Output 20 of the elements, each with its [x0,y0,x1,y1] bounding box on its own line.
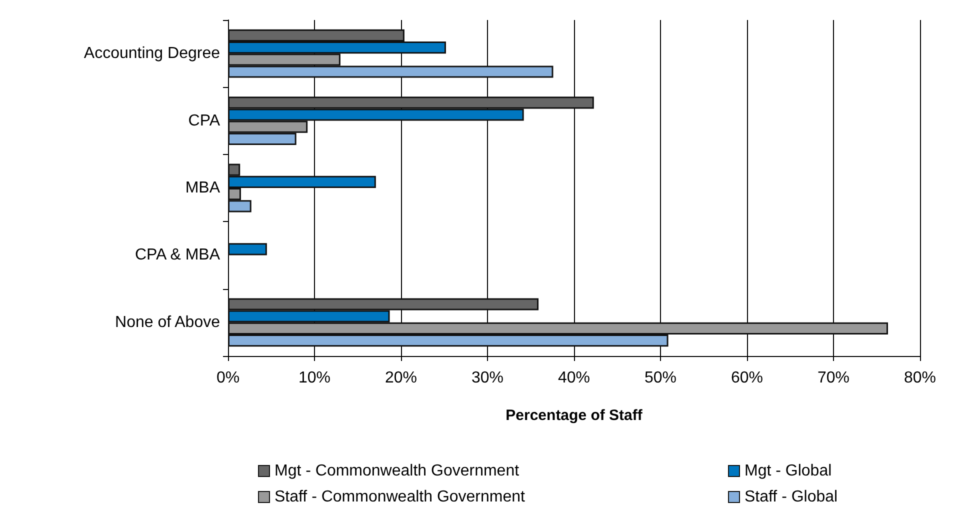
x-tick-label: 10% [298,370,331,386]
legend-label: Mgt - Global [744,462,832,480]
x-tick-label: 50% [644,370,677,386]
y-tick-label: CPA [188,112,220,130]
y-tick-label: CPA & MBA [134,246,220,264]
x-tick-label: 30% [471,370,504,386]
legend-label: Staff - Commonwealth Government [274,488,526,506]
x-tick-label: 80% [904,370,936,386]
y-tick-label: Accounting Degree [84,45,220,62]
legend-label: Mgt - Commonwealth Government [274,462,520,480]
x-tick-label: 40% [558,370,590,386]
x-axis-title: Percentage of Staff [506,407,644,424]
y-tick-label: MBA [185,180,220,196]
bar [228,243,267,256]
x-tick-label: 60% [730,370,764,386]
x-tick-label: 0% [216,370,240,386]
legend-label: Staff - Global [744,488,838,506]
x-tick-label: 20% [384,370,418,386]
y-tick-label: None of Above [115,314,220,331]
x-tick-label: 70% [817,370,850,386]
